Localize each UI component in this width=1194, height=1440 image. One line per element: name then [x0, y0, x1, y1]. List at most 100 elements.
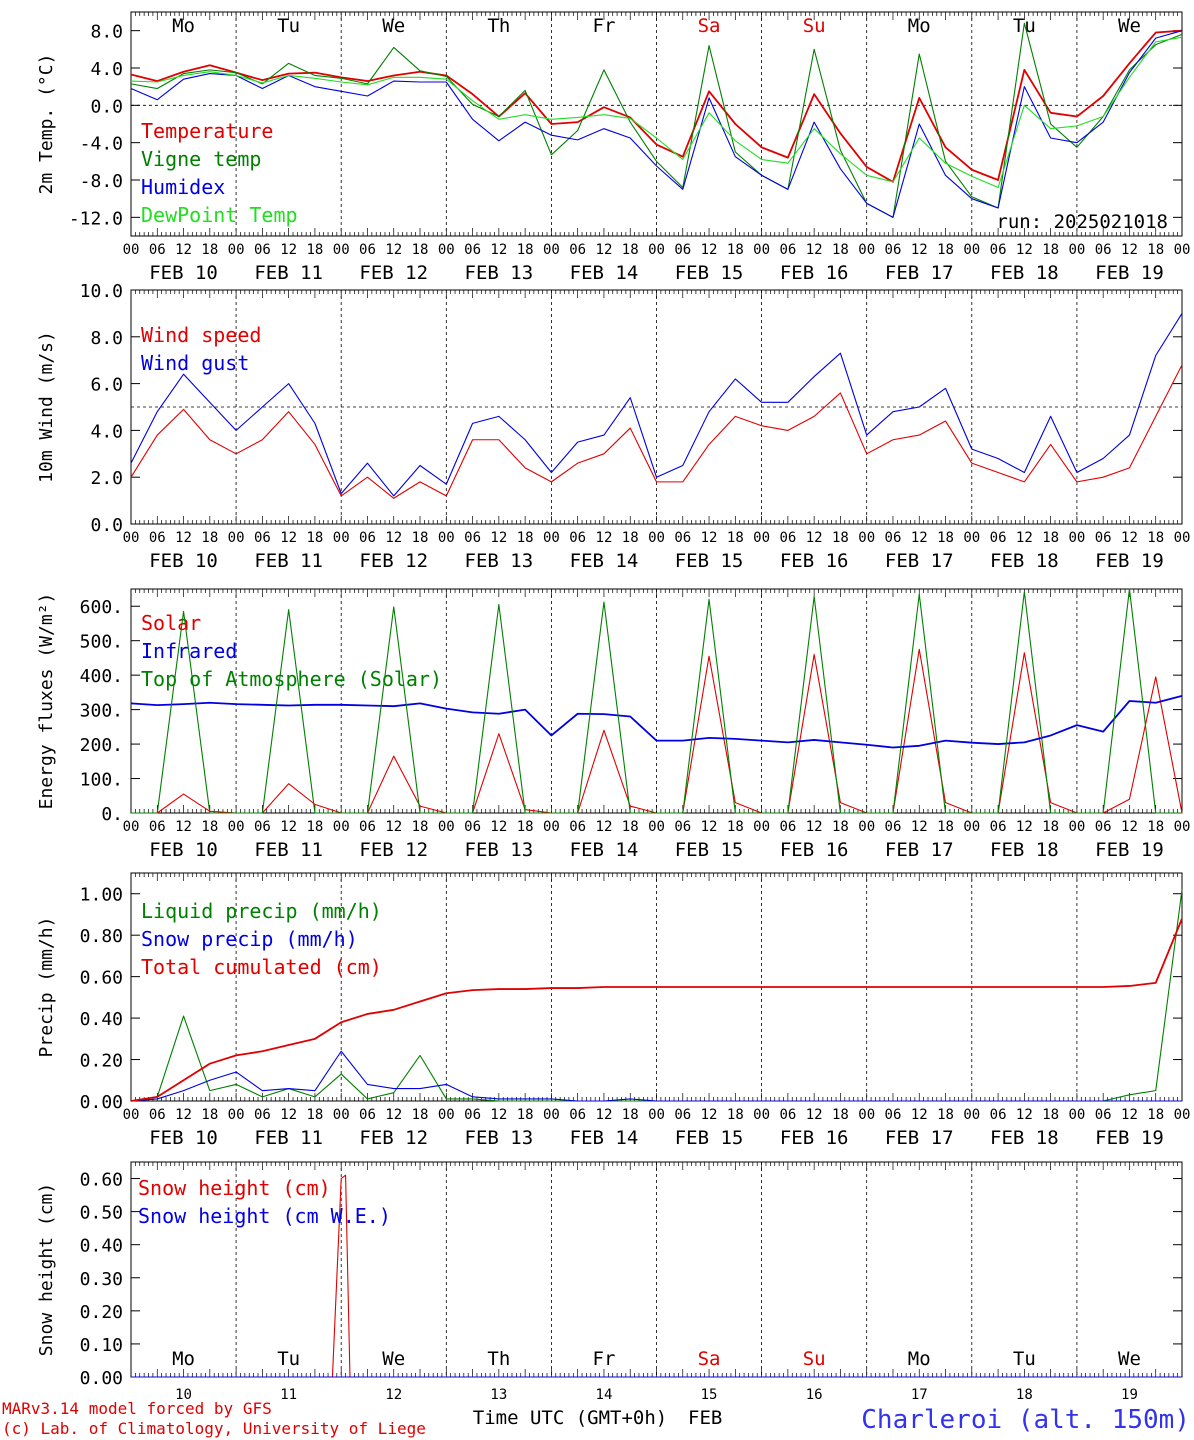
- date-label: FEB 18: [990, 550, 1059, 572]
- x-hour-label: 00: [963, 530, 980, 546]
- bottom-xlabel: Time UTC (GMT+0h): [473, 1407, 667, 1429]
- x-hour-label: 18: [937, 1107, 954, 1123]
- date-label: FEB 14: [570, 1127, 639, 1149]
- y-tick-label: 8.0: [90, 328, 123, 349]
- weekday-label: Tu: [277, 1348, 300, 1370]
- x-hour-label: 18: [412, 819, 429, 835]
- x-hour-label: 18: [201, 819, 218, 835]
- date-label: FEB 10: [149, 839, 218, 861]
- series-line-2: [130, 22, 1183, 218]
- x-hour-label: 18: [517, 819, 534, 835]
- x-hour-label: 00: [123, 819, 140, 835]
- x-hour-label: 00: [438, 242, 455, 258]
- series-line-4: [130, 36, 1183, 189]
- x-hour-label: 12: [596, 530, 613, 546]
- x-hour-label: 12: [280, 242, 297, 258]
- x-hour-label: 00: [228, 242, 245, 258]
- date-label: FEB 10: [149, 1127, 218, 1149]
- x-hour-label: 18: [622, 530, 639, 546]
- date-label: FEB 14: [570, 550, 639, 572]
- x-hour-label: 12: [911, 1107, 928, 1123]
- legend-entry: Top of Atmosphere (Solar): [141, 667, 442, 691]
- y-tick-label: 0.60: [80, 968, 123, 989]
- x-hour-label: 00: [543, 530, 560, 546]
- date-label: FEB 19: [1095, 262, 1164, 284]
- x-hour-label: 00: [1068, 242, 1085, 258]
- x-hour-label: 06: [569, 242, 586, 258]
- weekday-label: Mo: [908, 1348, 931, 1370]
- legend-entry: DewPoint Temp: [141, 203, 298, 227]
- x-hour-label: 12: [1016, 530, 1033, 546]
- y-tick-label: 400.: [80, 666, 123, 687]
- weekday-label: We: [1118, 1348, 1141, 1370]
- date-label: FEB 18: [990, 839, 1059, 861]
- x-hour-label: 18: [1042, 819, 1059, 835]
- x-hour-label: 00: [753, 819, 770, 835]
- series-line-2: [130, 313, 1183, 497]
- panel-1: 8.0 4.0 0.0 -4.0 -8.0 -12.0 2m Temp. (°C) 00 06 1…: [36, 11, 1190, 284]
- weekday-label: Mo: [172, 15, 195, 37]
- panel-5: 0.60 0.50 0.40 0.30 0.20 0.10 0.00 Snow height …: [36, 1161, 1183, 1403]
- x-hour-label: 12: [175, 1107, 192, 1123]
- series-line-2: [130, 1050, 1182, 1102]
- x-hour-label: 18: [832, 242, 849, 258]
- y-tick-label: 8.0: [90, 22, 123, 43]
- y-tick-label: 0.80: [80, 926, 123, 947]
- x-hour-label: 00: [648, 819, 665, 835]
- x-hour-label: 00: [648, 1107, 665, 1123]
- x-hour-label: 06: [990, 242, 1007, 258]
- x-hour-label: 18: [1042, 242, 1059, 258]
- day-number-label: 10: [175, 1387, 192, 1403]
- y-tick-label: 0.00: [80, 1368, 123, 1389]
- panel-4: 1.00 0.80 0.60 0.40 0.20 0.00 Precip (mm/h) 00 0…: [36, 872, 1190, 1149]
- x-hour-label: 00: [333, 819, 350, 835]
- y-tick-label: 0.0: [90, 515, 123, 536]
- x-hour-label: 06: [674, 242, 691, 258]
- x-hour-label: 18: [517, 1107, 534, 1123]
- x-hour-label: 12: [1016, 1107, 1033, 1123]
- y-tick-label: 6.0: [90, 375, 123, 396]
- x-hour-label: 12: [1121, 530, 1138, 546]
- x-hour-label: 12: [490, 1107, 507, 1123]
- x-hour-label: 06: [149, 1107, 166, 1123]
- x-hour-label: 00: [543, 819, 560, 835]
- day-number-label: 17: [911, 1387, 928, 1403]
- day-number-label: 16: [806, 1387, 823, 1403]
- y-tick-label: 0.20: [80, 1051, 123, 1072]
- x-hour-label: 06: [674, 530, 691, 546]
- legend-entry: Solar: [141, 611, 201, 635]
- bottom-month: FEB: [688, 1407, 722, 1429]
- date-label: FEB 13: [465, 839, 534, 861]
- footer-lab-credit: (c) Lab. of Climatology, University of L…: [2, 1419, 426, 1438]
- x-ticks: [130, 873, 1183, 1101]
- weekday-label: We: [382, 15, 405, 37]
- y-tick-label: 0.20: [80, 1302, 123, 1323]
- y-tick-label: 0.10: [80, 1335, 123, 1356]
- x-hour-label: 12: [701, 819, 718, 835]
- x-hour-label: 06: [464, 530, 481, 546]
- x-hour-label: 18: [201, 1107, 218, 1123]
- date-label: FEB 15: [675, 262, 744, 284]
- x-hour-label: 00: [648, 242, 665, 258]
- date-label: FEB 10: [149, 262, 218, 284]
- x-hour-label: 12: [490, 819, 507, 835]
- weekday-label: Mo: [908, 15, 931, 37]
- x-hour-label: 12: [806, 530, 823, 546]
- x-hour-label: 12: [596, 242, 613, 258]
- legend-entry: Snow height (cm): [138, 1176, 331, 1200]
- x-hour-label: 00: [858, 819, 875, 835]
- y-axis-label: 2m Temp. (°C): [36, 54, 57, 195]
- weekday-label: Sa: [698, 15, 721, 37]
- y-axis-label: 10m Wind (m/s): [36, 331, 57, 483]
- legend-entry: Total cumulated (cm): [141, 955, 382, 979]
- x-hour-label: 18: [727, 242, 744, 258]
- x-hour-label: 06: [464, 242, 481, 258]
- series-line-3: [130, 918, 1183, 1102]
- x-hour-label: 06: [149, 530, 166, 546]
- x-hour-label: 00: [123, 1107, 140, 1123]
- x-hour-label: 06: [1095, 1107, 1112, 1123]
- x-hour-label: 00: [438, 530, 455, 546]
- x-hour-label: 18: [727, 530, 744, 546]
- date-label: FEB 19: [1095, 1127, 1164, 1149]
